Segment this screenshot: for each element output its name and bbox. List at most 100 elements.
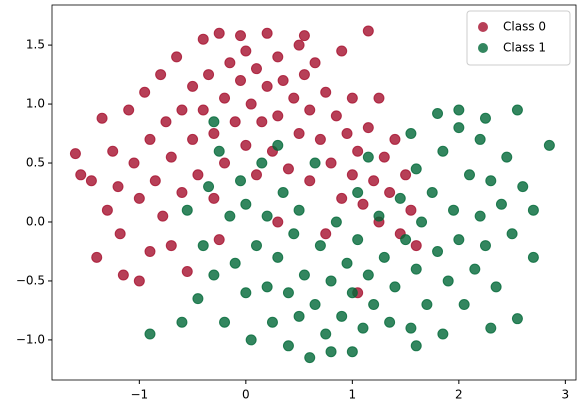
scatter-point (176, 104, 188, 116)
scatter-point (197, 240, 209, 252)
scatter-point (330, 110, 342, 122)
scatter-point (144, 328, 156, 340)
scatter-point (144, 245, 156, 257)
scatter-point (346, 346, 358, 358)
scatter-point (479, 112, 491, 124)
scatter-point (410, 263, 422, 275)
scatter-point (293, 128, 305, 140)
scatter-point (463, 169, 475, 181)
scatter-point (325, 275, 337, 287)
y-tick-label: 0.5 (26, 156, 45, 170)
scatter-point (330, 216, 342, 228)
scatter-point (368, 299, 380, 311)
scatter-point (240, 287, 252, 299)
scatter-point (272, 51, 284, 63)
scatter-point (511, 104, 523, 116)
scatter-point (240, 198, 252, 210)
x-tick-label: 2 (455, 388, 463, 402)
scatter-point (272, 216, 284, 228)
scatter-point (373, 92, 385, 104)
x-tick-label: 0 (242, 388, 250, 402)
scatter-point (320, 328, 332, 340)
scatter-point (432, 245, 444, 257)
scatter-point (192, 293, 204, 305)
scatter-point (298, 269, 310, 281)
scatter-point (389, 281, 401, 293)
scatter-point (123, 104, 135, 116)
scatter-point (336, 192, 348, 204)
scatter-point (405, 322, 417, 334)
y-tick-label: 1.5 (26, 38, 45, 52)
scatter-point (250, 169, 262, 181)
scatter-point (298, 69, 310, 81)
y-tick-label: 0.0 (26, 214, 45, 228)
scatter-point (325, 346, 337, 358)
scatter-point (325, 157, 337, 169)
scatter-point (378, 151, 390, 163)
scatter-point (453, 122, 465, 134)
scatter-point (469, 263, 481, 275)
scatter-point (245, 98, 257, 110)
scatter-point (453, 104, 465, 116)
scatter-point (362, 25, 374, 37)
scatter-point (495, 198, 507, 210)
scatter-point (479, 240, 491, 252)
legend-label: Class 1 (503, 41, 546, 55)
scatter-point (96, 112, 108, 124)
scatter-point (304, 352, 316, 364)
scatter-point (352, 187, 364, 198)
y-tick-label: −1.0 (16, 332, 45, 346)
scatter-point (458, 299, 470, 311)
scatter-point (309, 57, 321, 69)
scatter-point (368, 175, 380, 187)
scatter-point (203, 181, 215, 193)
scatter-point (416, 216, 428, 228)
x-tick-label: 1 (349, 388, 357, 402)
scatter-point (304, 175, 316, 187)
scatter-point (511, 313, 523, 325)
scatter-point (293, 310, 305, 322)
scatter-point (362, 269, 374, 281)
scatter-point (282, 340, 294, 352)
scatter-point (213, 234, 225, 246)
scatter-point (288, 228, 300, 240)
scatter-point (314, 240, 326, 252)
scatter-point (527, 251, 539, 263)
scatter-point (197, 33, 209, 45)
scatter-point (293, 204, 305, 216)
scatter-point (235, 175, 247, 187)
scatter-point (261, 281, 273, 293)
legend-marker (478, 22, 488, 32)
scatter-point (176, 187, 188, 198)
scatter-point (91, 251, 103, 263)
scatter-point (346, 287, 358, 299)
scatter-point (410, 163, 422, 175)
scatter-point (245, 334, 257, 346)
scatter-point (485, 175, 497, 187)
scatter-point (112, 181, 124, 193)
scatter-point (282, 163, 294, 175)
scatter-point (453, 234, 465, 246)
scatter-point (405, 128, 417, 140)
scatter-point (506, 228, 518, 240)
scatter-point (485, 322, 497, 334)
scatter-point (394, 192, 406, 204)
scatter-point (432, 107, 444, 119)
scatter-point (75, 169, 87, 181)
scatter-point (133, 192, 145, 204)
scatter-point (474, 210, 486, 222)
scatter-point (107, 145, 119, 157)
scatter-point (341, 257, 353, 269)
scatter-point (250, 63, 262, 75)
scatter-point (405, 204, 417, 216)
scatter-point (527, 204, 539, 216)
scatter-point (213, 145, 225, 157)
plot-frame (51, 4, 577, 381)
scatter-point (187, 80, 199, 92)
scatter-point (474, 133, 486, 145)
scatter-point (171, 51, 183, 63)
scatter-point (357, 198, 369, 210)
scatter-point (261, 80, 273, 92)
y-tick-label: 1.0 (26, 97, 45, 111)
